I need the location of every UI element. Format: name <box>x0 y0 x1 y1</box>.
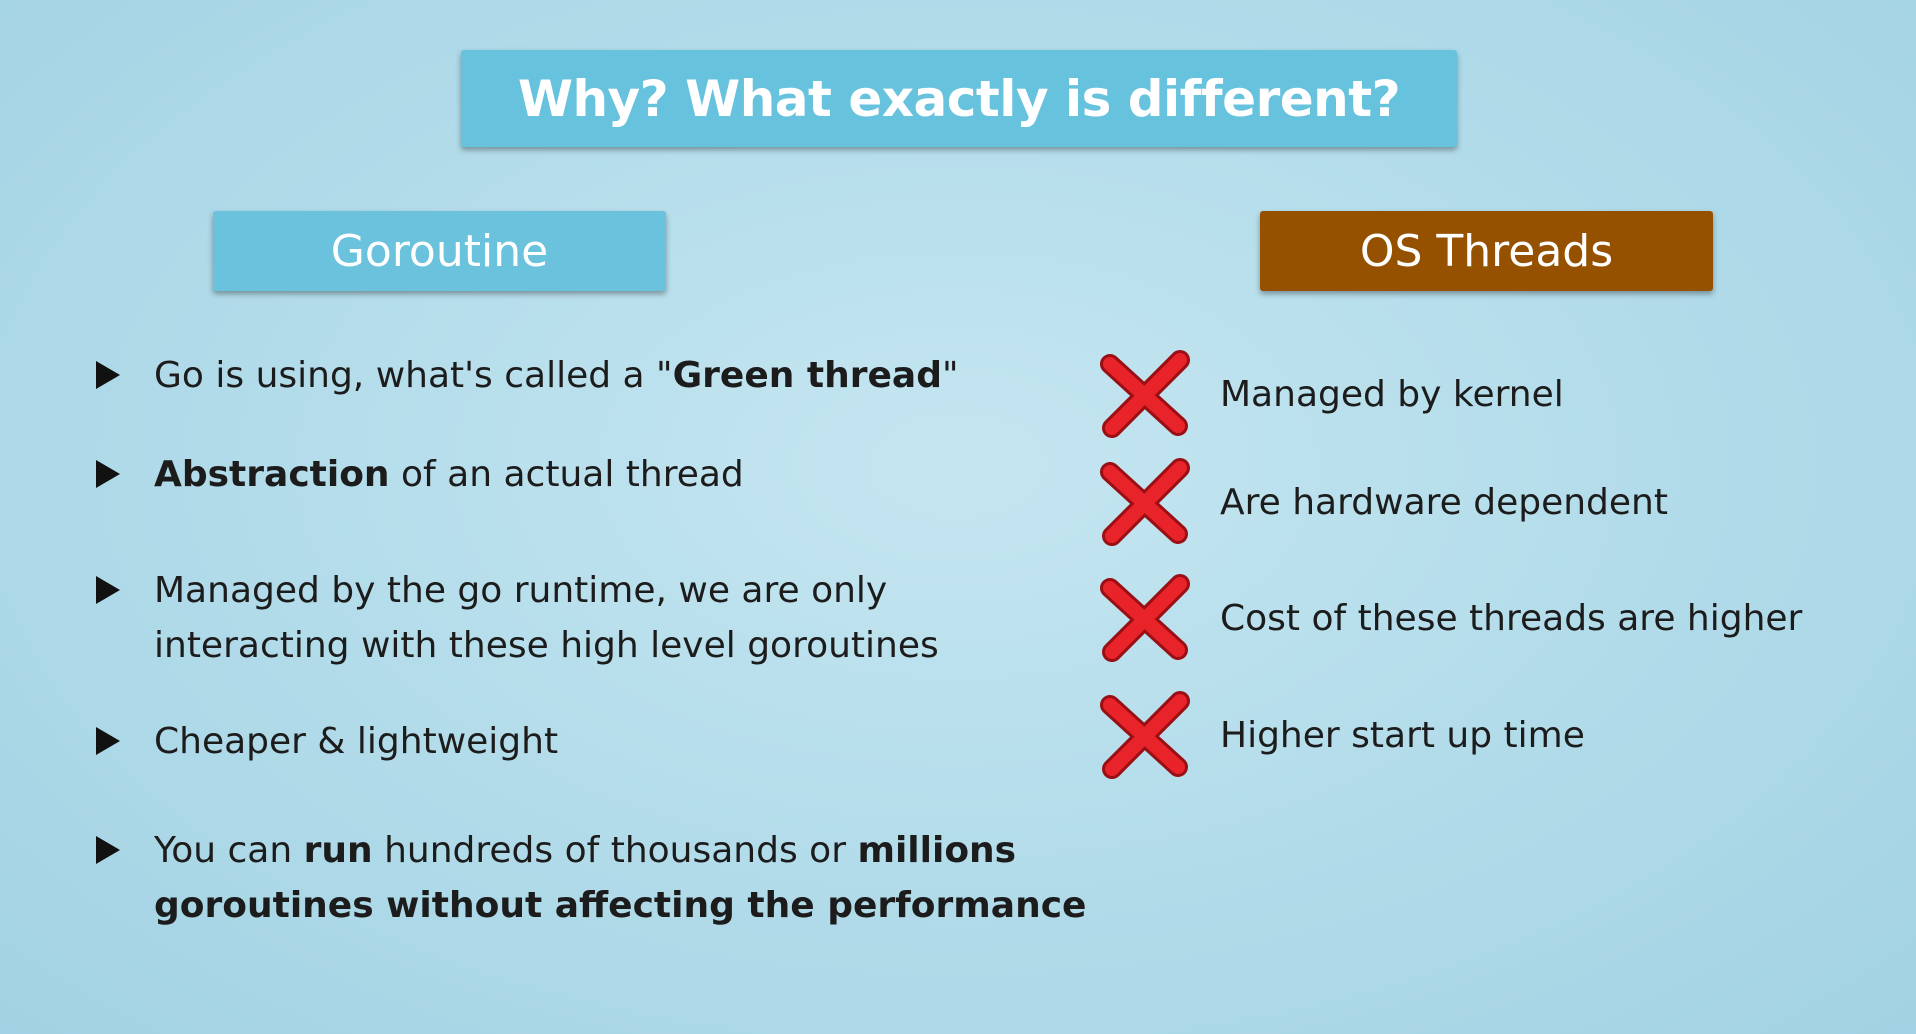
os-threads-header: OS Threads <box>1260 211 1713 291</box>
bullet-text: Managed by the go runtime, we are only in… <box>154 570 939 666</box>
os-threads-item-3: Cost of these threads are higher <box>1100 574 1802 662</box>
goroutine-bullet-5: You can run hundreds of thousands or mil… <box>96 823 1086 933</box>
goroutine-header: Goroutine <box>213 211 666 291</box>
os-threads-header-label: OS Threads <box>1359 225 1614 277</box>
red-x-icon <box>1100 458 1190 546</box>
goroutine-bullet-2: Abstraction of an actual thread <box>96 447 744 502</box>
os-threads-item-1: Managed by kernel <box>1100 350 1564 438</box>
bullet-text: Abstraction of an actual thread <box>154 454 744 495</box>
bullet-text: Cheaper & lightweight <box>154 721 559 762</box>
slide-title: Why? What exactly is different? <box>517 69 1401 128</box>
os-threads-item-2: Are hardware dependent <box>1100 458 1668 546</box>
bullet-triangle-icon <box>96 460 120 488</box>
goroutine-header-label: Goroutine <box>330 225 549 277</box>
bullet-text: You can run hundreds of thousands or mil… <box>154 830 1087 926</box>
bullet-triangle-icon <box>96 727 120 755</box>
red-x-icon <box>1100 691 1190 779</box>
bullet-text: Go is using, what's called a "Green thre… <box>154 355 959 396</box>
bullet-triangle-icon <box>96 576 120 604</box>
goroutine-bullet-3: Managed by the go runtime, we are only in… <box>96 563 939 673</box>
red-x-icon <box>1100 574 1190 662</box>
os-threads-item-label: Cost of these threads are higher <box>1220 597 1803 639</box>
goroutine-bullet-4: Cheaper & lightweight <box>96 714 558 769</box>
bullet-triangle-icon <box>96 836 120 864</box>
os-threads-item-label: Managed by kernel <box>1220 373 1564 415</box>
os-threads-item-label: Are hardware dependent <box>1220 481 1668 523</box>
slide-title-box: Why? What exactly is different? <box>461 50 1457 147</box>
os-threads-item-4: Higher start up time <box>1100 691 1585 779</box>
bullet-triangle-icon <box>96 361 120 389</box>
os-threads-item-label: Higher start up time <box>1220 714 1585 756</box>
red-x-icon <box>1100 350 1190 438</box>
goroutine-bullet-1: Go is using, what's called a "Green thre… <box>96 348 959 403</box>
